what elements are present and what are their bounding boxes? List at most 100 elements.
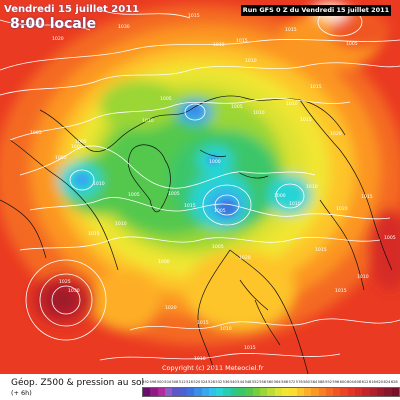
pressure-label: 1010 <box>194 356 206 362</box>
scale-swatch <box>201 388 209 396</box>
scale-swatch <box>296 388 304 396</box>
scale-tick-label: 520 <box>193 380 201 384</box>
scale-swatch <box>369 388 377 396</box>
scale-swatch <box>230 388 239 396</box>
pressure-label: 1015 <box>88 231 100 237</box>
scale-swatch <box>274 388 282 396</box>
pressure-label: 1015 <box>184 203 196 209</box>
scale-swatch <box>347 388 356 396</box>
pressure-label: 1005 <box>160 96 172 102</box>
scale-swatch <box>143 388 151 396</box>
scale-swatch <box>333 388 341 396</box>
pressure-label: 1020 <box>239 255 251 261</box>
color-scale-bar <box>142 387 400 397</box>
scale-tick-label: 556 <box>259 380 267 384</box>
scale-tick-label: 544 <box>237 380 245 384</box>
scale-swatch <box>384 388 392 396</box>
scale-tick-label: 508 <box>171 380 179 384</box>
scale-tick-label: 492 <box>142 380 150 384</box>
pressure-label: 1000 <box>158 259 170 265</box>
pressure-label: 1015 <box>197 320 209 326</box>
pressure-label: 1010 <box>220 326 232 332</box>
scale-swatch <box>267 388 275 396</box>
coastlines <box>0 95 393 374</box>
scale-tick-label: 560 <box>266 380 274 384</box>
pressure-label: 1010 <box>306 184 318 190</box>
scale-swatch <box>179 388 187 396</box>
scale-tick-label: 512 <box>178 380 186 384</box>
scale-tick-label: 616 <box>368 380 376 384</box>
scale-tick-label: 620 <box>376 380 384 384</box>
scale-swatch <box>216 388 224 396</box>
pressure-label: 1030 <box>118 24 130 30</box>
scale-tick-label: 532 <box>215 380 223 384</box>
scale-tick-label: 496 <box>149 380 157 384</box>
scale-swatch <box>303 388 312 396</box>
map-local-time: 8:00 locale <box>10 16 97 32</box>
color-scale-ticks: 492 496 500 504 508 512 516 520 524 528 532 536 540 5… <box>142 378 398 386</box>
scale-tick-label: 592 <box>325 380 332 384</box>
pressure-label: 1015 <box>244 345 256 351</box>
pressure-label: 1010 <box>115 221 127 227</box>
pressure-label: 1010 <box>289 201 301 207</box>
pressure-label: 1005 <box>231 104 243 110</box>
pressure-label: 1000 <box>274 193 286 199</box>
model-run-info: Run GFS 0 Z du Vendredi 15 juillet 2011 <box>241 5 391 16</box>
pressure-label: 1010 <box>286 101 298 107</box>
scale-tick-label: 528 <box>208 380 215 384</box>
scale-tick-label: 536 <box>222 380 230 384</box>
scale-swatch <box>318 388 326 396</box>
scale-swatch <box>377 388 385 396</box>
pressure-label: 1015 <box>361 194 373 200</box>
scale-tick-label: 568 <box>281 380 289 384</box>
scale-tick-label: 540 <box>229 380 237 384</box>
scale-swatch <box>260 388 268 396</box>
pressure-label: 1005 <box>75 139 87 145</box>
pressure-label: 1020 <box>336 206 348 212</box>
scale-tick-label: 608 <box>354 380 362 384</box>
scale-swatch <box>245 388 253 396</box>
pressure-label: 1005 <box>214 208 226 214</box>
scale-swatch <box>150 388 158 396</box>
scale-tick-label: 588 <box>317 380 325 384</box>
map-canvas: 1025 1020 1030 1015 1015 1010 1015 1015 1005 1015… <box>0 0 400 374</box>
scale-swatch <box>362 388 370 396</box>
scale-tick-label: 580 <box>303 380 310 384</box>
scale-swatch <box>194 388 202 396</box>
pressure-label: 1010 <box>357 274 369 280</box>
map-date-title: Vendredi 15 juillet 2011 <box>4 4 140 15</box>
forecast-lead-label: (+ 6h) <box>11 389 32 397</box>
pressure-label: 1020 <box>330 131 342 137</box>
pressure-label: 1015 <box>300 117 312 123</box>
scale-tick-label: 552 <box>251 380 259 384</box>
pressure-label: 1010 <box>245 58 257 64</box>
isobars <box>0 7 400 361</box>
scale-tick-label: 600 <box>339 380 347 384</box>
scale-swatch <box>281 388 290 396</box>
scale-swatch <box>252 388 260 396</box>
scale-tick-label: 548 <box>244 380 252 384</box>
pressure-label: 1000 <box>209 159 221 165</box>
pressure-label: 1015 <box>285 27 297 33</box>
scale-swatch <box>164 388 173 396</box>
scale-swatch <box>238 388 246 396</box>
scale-tick-label: 584 <box>310 380 318 384</box>
pressure-label: 1000 <box>71 144 83 150</box>
scale-tick-label: 572 <box>288 380 296 384</box>
pressure-label: 1005 <box>30 130 42 136</box>
pressure-label: 1015 <box>188 13 200 19</box>
pressure-label: 1005 <box>128 192 140 198</box>
pressure-label: 1005 <box>55 155 67 161</box>
scale-tick-label: 628 <box>390 380 398 384</box>
scale-swatch <box>157 388 165 396</box>
pressure-label: 1010 <box>93 181 105 187</box>
pressure-label: 1015 <box>236 38 248 44</box>
pressure-label: 1020 <box>165 305 177 311</box>
scale-swatch <box>391 388 399 396</box>
pressure-label: 1025 <box>29 21 41 27</box>
pressure-label: 1005 <box>346 41 358 47</box>
product-label: Géop. Z500 & pression au sol <box>11 378 145 388</box>
pressure-label: 1015 <box>335 288 347 294</box>
pressure-label: 1010 <box>253 110 265 116</box>
scale-tick-label: 612 <box>361 380 369 384</box>
